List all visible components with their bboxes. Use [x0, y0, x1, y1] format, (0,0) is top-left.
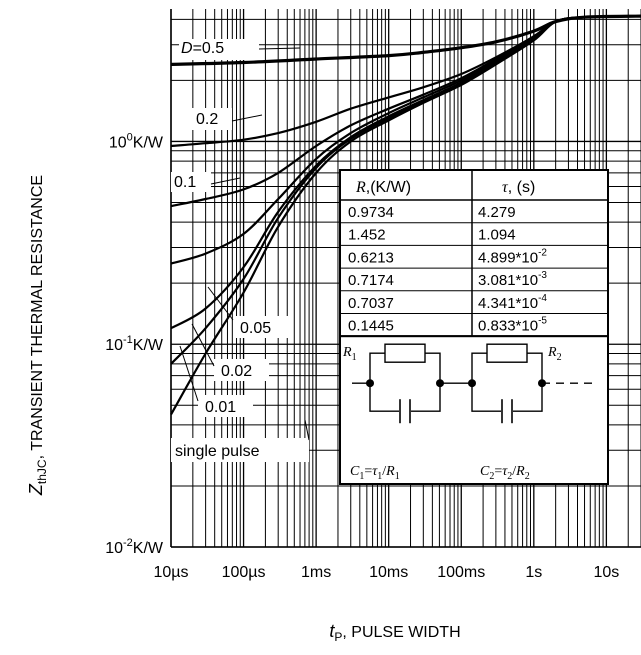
rc-table-cell-tau: 0.833*10-5 — [478, 316, 547, 335]
rc-table-cell-r: 0.7174 — [348, 272, 394, 289]
rc-table-header-tau: τ, (s) — [502, 179, 535, 196]
x-tick-label: 10µs — [153, 564, 188, 581]
series-label-bg — [171, 172, 211, 192]
capacitor-gap — [399, 399, 411, 424]
y-tick-label: 100K/W — [109, 131, 164, 151]
series-label: 0.02 — [221, 363, 252, 380]
x-tick-label: 1ms — [301, 564, 331, 581]
rc-table-cell-r: 0.6213 — [348, 249, 394, 266]
series-label-leader — [304, 419, 310, 441]
rc-table-cell-r: 0.9734 — [348, 204, 394, 221]
x-tick-label: 1s — [525, 564, 542, 581]
capacitor-gap — [501, 399, 513, 424]
y-axis-title: ZthJC, TRANSIENT THERMAL RESISTANCE — [26, 175, 49, 496]
x-axis-title: tP, PULSE WIDTH — [329, 621, 460, 644]
series-label-bg — [233, 316, 288, 338]
network-node — [468, 379, 476, 388]
series-label-bg — [198, 395, 253, 417]
rc-table-cell-tau: 4.279 — [478, 204, 516, 221]
series-label: 0.2 — [196, 111, 218, 128]
series-label-leader — [210, 177, 241, 185]
series-label: 0.05 — [240, 320, 271, 337]
rc-table-cell-tau: 1.094 — [478, 227, 516, 244]
y-tick-label: 10-2K/W — [105, 537, 164, 557]
series-label-bg — [171, 438, 309, 462]
resistor-label: R2 — [547, 345, 562, 363]
y-tick-label: 10-1K/W — [105, 334, 164, 354]
series-labels: D=0.5 0.2 0.1 0.05 0.02 0.01 single pulse — [171, 39, 310, 462]
series-label-leader — [191, 323, 215, 367]
resistor-symbol — [486, 343, 528, 363]
series-label-bg — [214, 359, 269, 381]
axes: 10µs 100µs 1ms 10ms 100ms 1s 10s 100K/W 10-1K/W 1… — [26, 131, 619, 644]
network-node — [366, 379, 374, 388]
series-label-leader — [179, 345, 199, 402]
x-tick-label: 100ms — [437, 564, 485, 581]
rc-table-cell-r: 1.452 — [348, 227, 386, 244]
rc-table-cell-r: 0.1445 — [348, 318, 394, 335]
rc-table-header-r: R,(K/W) — [355, 179, 411, 196]
rc-table-cell-tau: 3.081*10-3 — [478, 270, 547, 289]
rc-network-frame — [339, 335, 609, 486]
resistor-label: R1 — [342, 345, 357, 363]
rc-network-diagram: R1 R2 C1=τ1/R1 C2=τ2/R2 — [339, 335, 609, 486]
series-lines — [170, 14, 641, 416]
series-label-leader — [231, 114, 263, 122]
series-line — [170, 15, 641, 148]
rc-table-cell-tau: 4.341*10-4 — [478, 293, 547, 312]
rc-table: R,(K/W) τ, (s) 0.9734 4.279 1.452 1.094 0.6213… — [339, 169, 609, 338]
series-label-leader — [258, 47, 301, 50]
rc-table-cell-r: 0.7037 — [348, 295, 394, 312]
series-label-leader — [207, 286, 234, 321]
series-label: single pulse — [175, 443, 260, 460]
capacitor-label: C2=τ2/R2 — [480, 464, 530, 482]
capacitor-label: C1=τ1/R1 — [350, 464, 400, 482]
series-label: 0.01 — [205, 399, 236, 416]
x-tick-label: 10s — [593, 564, 619, 581]
series-label: D=0.5 — [181, 40, 224, 57]
rc-table-frame — [339, 169, 609, 338]
series-label-bg — [190, 108, 232, 130]
resistor-symbol — [384, 343, 426, 363]
x-tick-label: 10ms — [369, 564, 408, 581]
series-label-bg — [179, 39, 259, 60]
series-label: 0.1 — [174, 174, 196, 191]
rc-table-cell-tau: 4.899*10-2 — [478, 247, 547, 266]
series-line — [170, 15, 641, 416]
x-tick-label: 100µs — [222, 564, 266, 581]
